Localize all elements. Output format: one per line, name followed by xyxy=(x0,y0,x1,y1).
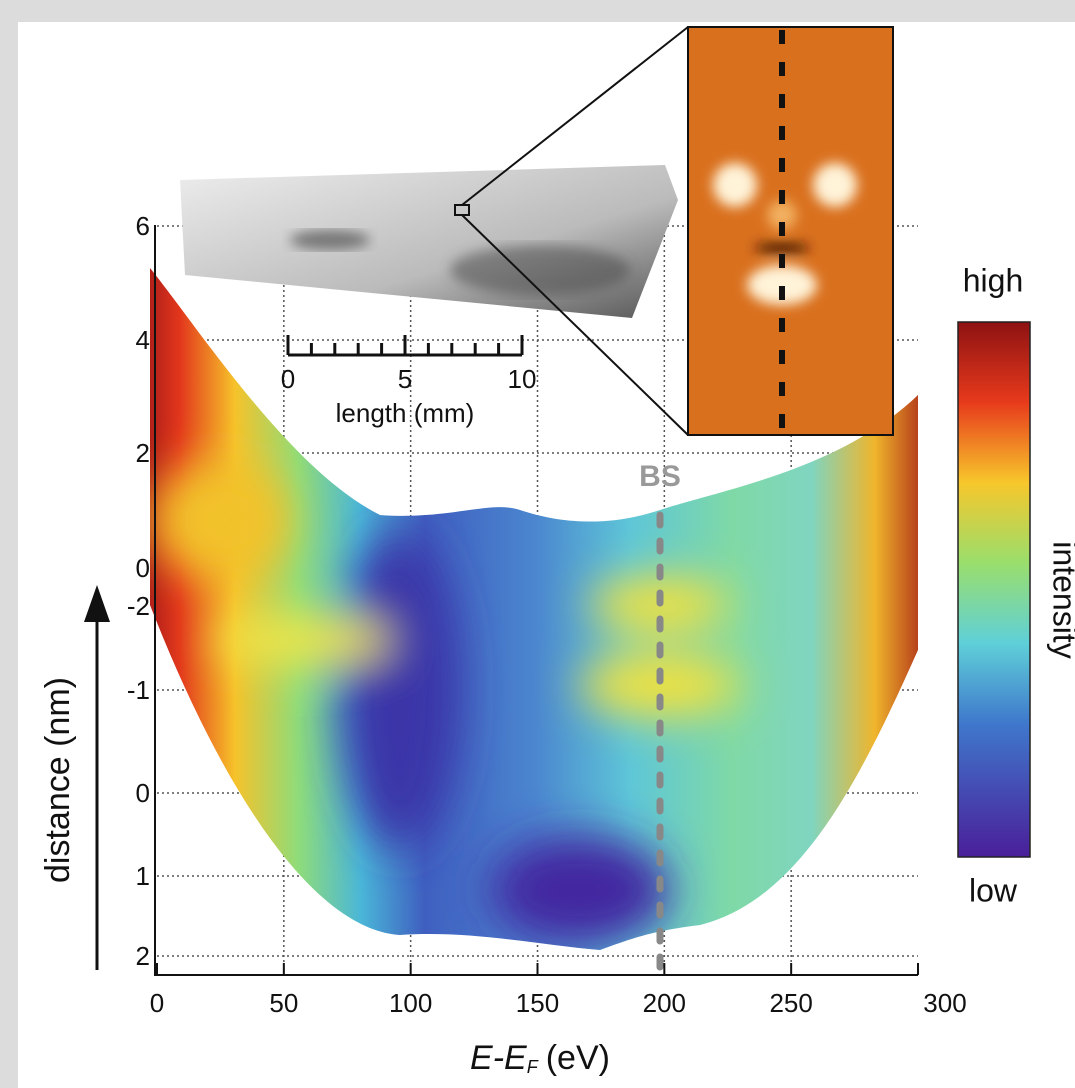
x-tick-label: 0 xyxy=(150,988,164,1018)
y-axis-label: distance (nm) xyxy=(39,677,77,883)
scale-tick-label: 5 xyxy=(398,364,412,394)
colorbar-high: high xyxy=(963,262,1024,298)
scale-bar: 0 5 10 length (mm) xyxy=(281,335,537,428)
y-tick-label: 1 xyxy=(136,861,150,891)
x-tick-label: 250 xyxy=(769,988,812,1018)
colorbar-low: low xyxy=(969,872,1018,908)
y-tick-label: 6 xyxy=(136,211,150,241)
y-tick-label: -1 xyxy=(127,675,150,705)
scale-label: length (mm) xyxy=(336,398,475,428)
x-label-sub: F xyxy=(527,1057,539,1077)
y-tick-label: 0 xyxy=(136,778,150,808)
y-tick-label: 2 xyxy=(136,941,150,971)
x-tick-label: 300 xyxy=(923,988,966,1018)
stm-inset xyxy=(687,26,894,436)
x-label-main: E-E xyxy=(470,1039,527,1077)
x-tick-label: 50 xyxy=(269,988,298,1018)
annotation: BS xyxy=(639,460,681,493)
x-tick-label: 100 xyxy=(389,988,432,1018)
x-label-unit: (eV) xyxy=(546,1039,610,1077)
y-tick-label: -2 xyxy=(127,591,150,621)
scale-tick-label: 10 xyxy=(508,364,537,394)
x-axis-label: E-EF (eV) xyxy=(470,1039,610,1077)
colorbar-label: intensity xyxy=(1047,541,1075,658)
y-tick-label: 2 xyxy=(136,438,150,468)
x-tick-label: 150 xyxy=(516,988,559,1018)
x-tick-label: 200 xyxy=(643,988,686,1018)
colorbar xyxy=(957,321,1031,858)
y-tick-label: 0 xyxy=(136,553,150,583)
scale-tick-label: 0 xyxy=(281,364,295,394)
y-tick-label: 4 xyxy=(136,325,150,355)
y-arrowhead xyxy=(84,585,110,622)
